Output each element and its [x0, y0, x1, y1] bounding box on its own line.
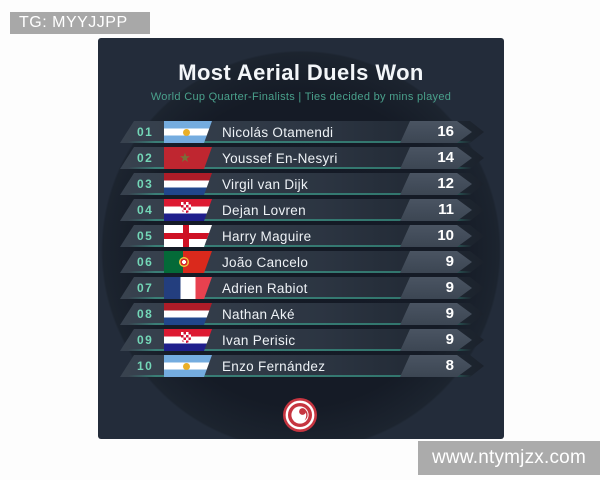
row-background	[120, 199, 484, 221]
rank-label: 09	[137, 333, 154, 347]
duels-won-value: 14	[437, 149, 454, 166]
row-background	[120, 225, 484, 247]
flag-netherlands-icon	[164, 173, 212, 195]
table-row: 01 Nicolás Otamendi 16	[120, 121, 484, 143]
value-badge	[400, 147, 472, 169]
table-row: 07 Adrien Rabiot 9	[120, 277, 484, 299]
duels-won-value: 16	[437, 123, 454, 140]
value-badge	[400, 199, 472, 221]
flag-england-icon	[164, 225, 212, 247]
flag-netherlands-icon	[164, 303, 212, 325]
flag-argentina-icon	[164, 355, 212, 377]
flag-argentina-icon	[164, 121, 212, 143]
row-background	[120, 251, 484, 273]
row-background	[120, 329, 484, 351]
page-subtitle: World Cup Quarter-Finalists | Ties decid…	[150, 91, 452, 103]
flag-croatia-icon	[164, 329, 212, 351]
duels-won-value: 9	[445, 305, 454, 322]
table-row: 09 Ivan Perisic 9	[120, 329, 484, 351]
player-name: Ivan Perisic	[222, 333, 296, 348]
player-name: Nathan Aké	[222, 307, 295, 322]
player-name: Dejan Lovren	[222, 203, 306, 218]
value-badge	[400, 225, 472, 247]
value-badge	[400, 329, 472, 351]
flag-portugal-icon	[164, 251, 212, 273]
rank-label: 07	[137, 281, 154, 295]
rank-label: 04	[137, 203, 154, 217]
value-badge	[400, 251, 472, 273]
player-name: Adrien Rabiot	[222, 281, 308, 296]
flag-croatia-icon	[164, 199, 212, 221]
telegram-handle-label: TG: MYYJJPP	[10, 12, 150, 34]
rank-label: 10	[137, 359, 154, 373]
duels-won-value: 9	[445, 331, 454, 348]
value-badge	[400, 303, 472, 325]
flag-france-icon	[164, 277, 212, 299]
value-badge	[400, 173, 472, 195]
row-background	[120, 173, 484, 195]
table-row: 03 Virgil van Dijk 12	[120, 173, 484, 195]
player-name: Nicolás Otamendi	[222, 125, 334, 140]
row-background	[120, 121, 484, 143]
duels-won-value: 9	[445, 253, 454, 270]
player-name: Enzo Fernández	[222, 359, 326, 374]
player-name: João Cancelo	[222, 255, 309, 270]
page-title: Most Aerial Duels Won	[178, 60, 424, 85]
rank-label: 05	[137, 229, 154, 243]
row-background	[120, 277, 484, 299]
value-badge	[400, 277, 472, 299]
table-row: 08 Nathan Aké 9	[120, 303, 484, 325]
website-watermark: www.ntymjzx.com	[418, 441, 600, 475]
table-row: 06 João Cancelo 9	[120, 251, 484, 273]
opta-logo-icon	[283, 398, 317, 432]
rank-label: 02	[137, 151, 154, 165]
duels-won-value: 9	[445, 279, 454, 296]
rank-label: 01	[137, 125, 154, 139]
flag-morocco-icon	[164, 147, 212, 169]
table-row: 05 Harry Maguire 10	[120, 225, 484, 247]
player-name: Harry Maguire	[222, 229, 312, 244]
table-row: 04 Dejan Lovren 11	[120, 199, 484, 221]
rank-label: 03	[137, 177, 154, 191]
row-background	[120, 355, 484, 377]
duels-won-value: 12	[437, 175, 454, 192]
player-name: Virgil van Dijk	[222, 177, 309, 192]
player-name: Youssef En-Nesyri	[222, 151, 338, 166]
table-row: 02 Youssef En-Nesyri 14	[120, 147, 484, 169]
duels-won-value: 11	[438, 201, 454, 218]
duels-won-value: 8	[445, 357, 454, 374]
stats-card: Most Aerial Duels Won World Cup Quarter-…	[98, 38, 504, 439]
table-row: 10 Enzo Fernández 8	[120, 355, 484, 377]
value-badge	[400, 355, 472, 377]
duels-won-value: 10	[437, 227, 454, 244]
value-badge	[400, 121, 472, 143]
rank-label: 06	[137, 255, 154, 269]
row-background	[120, 303, 484, 325]
row-background	[120, 147, 484, 169]
rank-label: 08	[137, 307, 154, 321]
leaderboard: 01 Nicolás Otamendi 16 02 Youssef En-Nes…	[120, 121, 484, 381]
